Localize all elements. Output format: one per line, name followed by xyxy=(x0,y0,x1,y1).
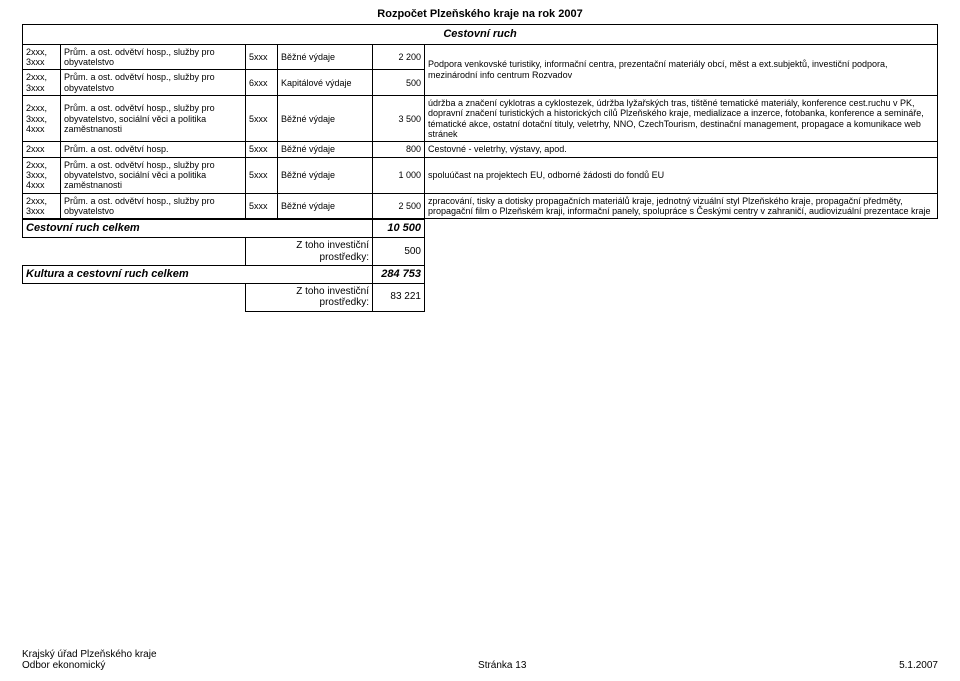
cell-note: údržba a značení cyklotras a cyklostezek… xyxy=(425,96,938,142)
section-header-row: Cestovní ruch xyxy=(23,25,938,45)
cell-value: 2 500 xyxy=(373,193,425,219)
cell-desc: Prům. a ost. odvětví hosp., služby pro o… xyxy=(61,96,246,142)
cell-code2: 6xxx xyxy=(246,70,278,96)
cell-note: zpracování, tisky a dotisky propagačních… xyxy=(425,193,938,219)
summary-label: Cestovní ruch celkem xyxy=(23,220,373,238)
footer-page: Stránka 13 xyxy=(478,660,526,671)
footer-org: Krajský úřad Plzeňského kraje xyxy=(22,649,157,660)
invest-label: Z toho investiční prostředky: xyxy=(246,238,373,266)
section-header: Cestovní ruch xyxy=(23,25,938,45)
cell-value: 800 xyxy=(373,142,425,157)
invest-value: 83 221 xyxy=(373,283,425,311)
summary-row: Kultura a cestovní ruch celkem 284 753 xyxy=(23,266,938,284)
cell-desc: Prům. a ost. odvětví hosp., služby pro o… xyxy=(61,44,246,70)
cell-type: Běžné výdaje xyxy=(278,96,373,142)
cell-code: 2xxx, 3xxx xyxy=(23,70,61,96)
cell-code: 2xxx, 3xxx xyxy=(23,44,61,70)
cell-type: Běžné výdaje xyxy=(278,157,373,193)
cell-note: spoluúčast na projektech EU, odborné žád… xyxy=(425,157,938,193)
cell-code2: 5xxx xyxy=(246,96,278,142)
summary-table: Cestovní ruch celkem 10 500 Z toho inves… xyxy=(22,219,938,311)
cell-code2: 5xxx xyxy=(246,193,278,219)
invest-value: 500 xyxy=(373,238,425,266)
table-row: 2xxx, 3xxx, 4xxx Prům. a ost. odvětví ho… xyxy=(23,96,938,142)
cell-type: Běžné výdaje xyxy=(278,142,373,157)
invest-row: Z toho investiční prostředky: 500 xyxy=(23,238,938,266)
cell-note: Cestovné - veletrhy, výstavy, apod. xyxy=(425,142,938,157)
cell-code: 2xxx, 3xxx xyxy=(23,193,61,219)
cell-desc: Prům. a ost. odvětví hosp., služby pro o… xyxy=(61,193,246,219)
invest-label: Z toho investiční prostředky: xyxy=(246,283,373,311)
cell-type: Běžné výdaje xyxy=(278,44,373,70)
cell-code2: 5xxx xyxy=(246,157,278,193)
content-area: Cestovní ruch 2xxx, 3xxx Prům. a ost. od… xyxy=(0,24,960,312)
cell-code2: 5xxx xyxy=(246,142,278,157)
summary-label: Kultura a cestovní ruch celkem xyxy=(23,266,373,284)
cell-type: Běžné výdaje xyxy=(278,193,373,219)
cell-value: 500 xyxy=(373,70,425,96)
table-row: 2xxx, 3xxx Prům. a ost. odvětví hosp., s… xyxy=(23,193,938,219)
summary-value: 10 500 xyxy=(373,220,425,238)
cell-desc: Prům. a ost. odvětví hosp., služby pro o… xyxy=(61,157,246,193)
table-row: 2xxx, 3xxx, 4xxx Prům. a ost. odvětví ho… xyxy=(23,157,938,193)
table-row: 2xxx Prům. a ost. odvětví hosp. 5xxx Běž… xyxy=(23,142,938,157)
cell-value: 3 500 xyxy=(373,96,425,142)
page-title: Rozpočet Plzeňského kraje na rok 2007 xyxy=(0,0,960,24)
cell-type: Kapitálové výdaje xyxy=(278,70,373,96)
cell-value: 2 200 xyxy=(373,44,425,70)
page-footer: Krajský úřad Plzeňského kraje Odbor ekon… xyxy=(0,649,960,671)
cell-desc: Prům. a ost. odvětví hosp. xyxy=(61,142,246,157)
footer-date: 5.1.2007 xyxy=(899,660,938,671)
cell-code: 2xxx, 3xxx, 4xxx xyxy=(23,157,61,193)
table-row: 2xxx, 3xxx Prům. a ost. odvětví hosp., s… xyxy=(23,44,938,70)
summary-row: Cestovní ruch celkem 10 500 xyxy=(23,220,938,238)
cell-code2: 5xxx xyxy=(246,44,278,70)
summary-value: 284 753 xyxy=(373,266,425,284)
cell-note: Podpora venkovské turistiky, informační … xyxy=(425,44,938,95)
cell-value: 1 000 xyxy=(373,157,425,193)
footer-dept: Odbor ekonomický xyxy=(22,660,105,671)
cell-desc: Prům. a ost. odvětví hosp., služby pro o… xyxy=(61,70,246,96)
budget-table: Cestovní ruch 2xxx, 3xxx Prům. a ost. od… xyxy=(22,24,938,219)
cell-code: 2xxx, 3xxx, 4xxx xyxy=(23,96,61,142)
cell-code: 2xxx xyxy=(23,142,61,157)
invest-row: Z toho investiční prostředky: 83 221 xyxy=(23,283,938,311)
